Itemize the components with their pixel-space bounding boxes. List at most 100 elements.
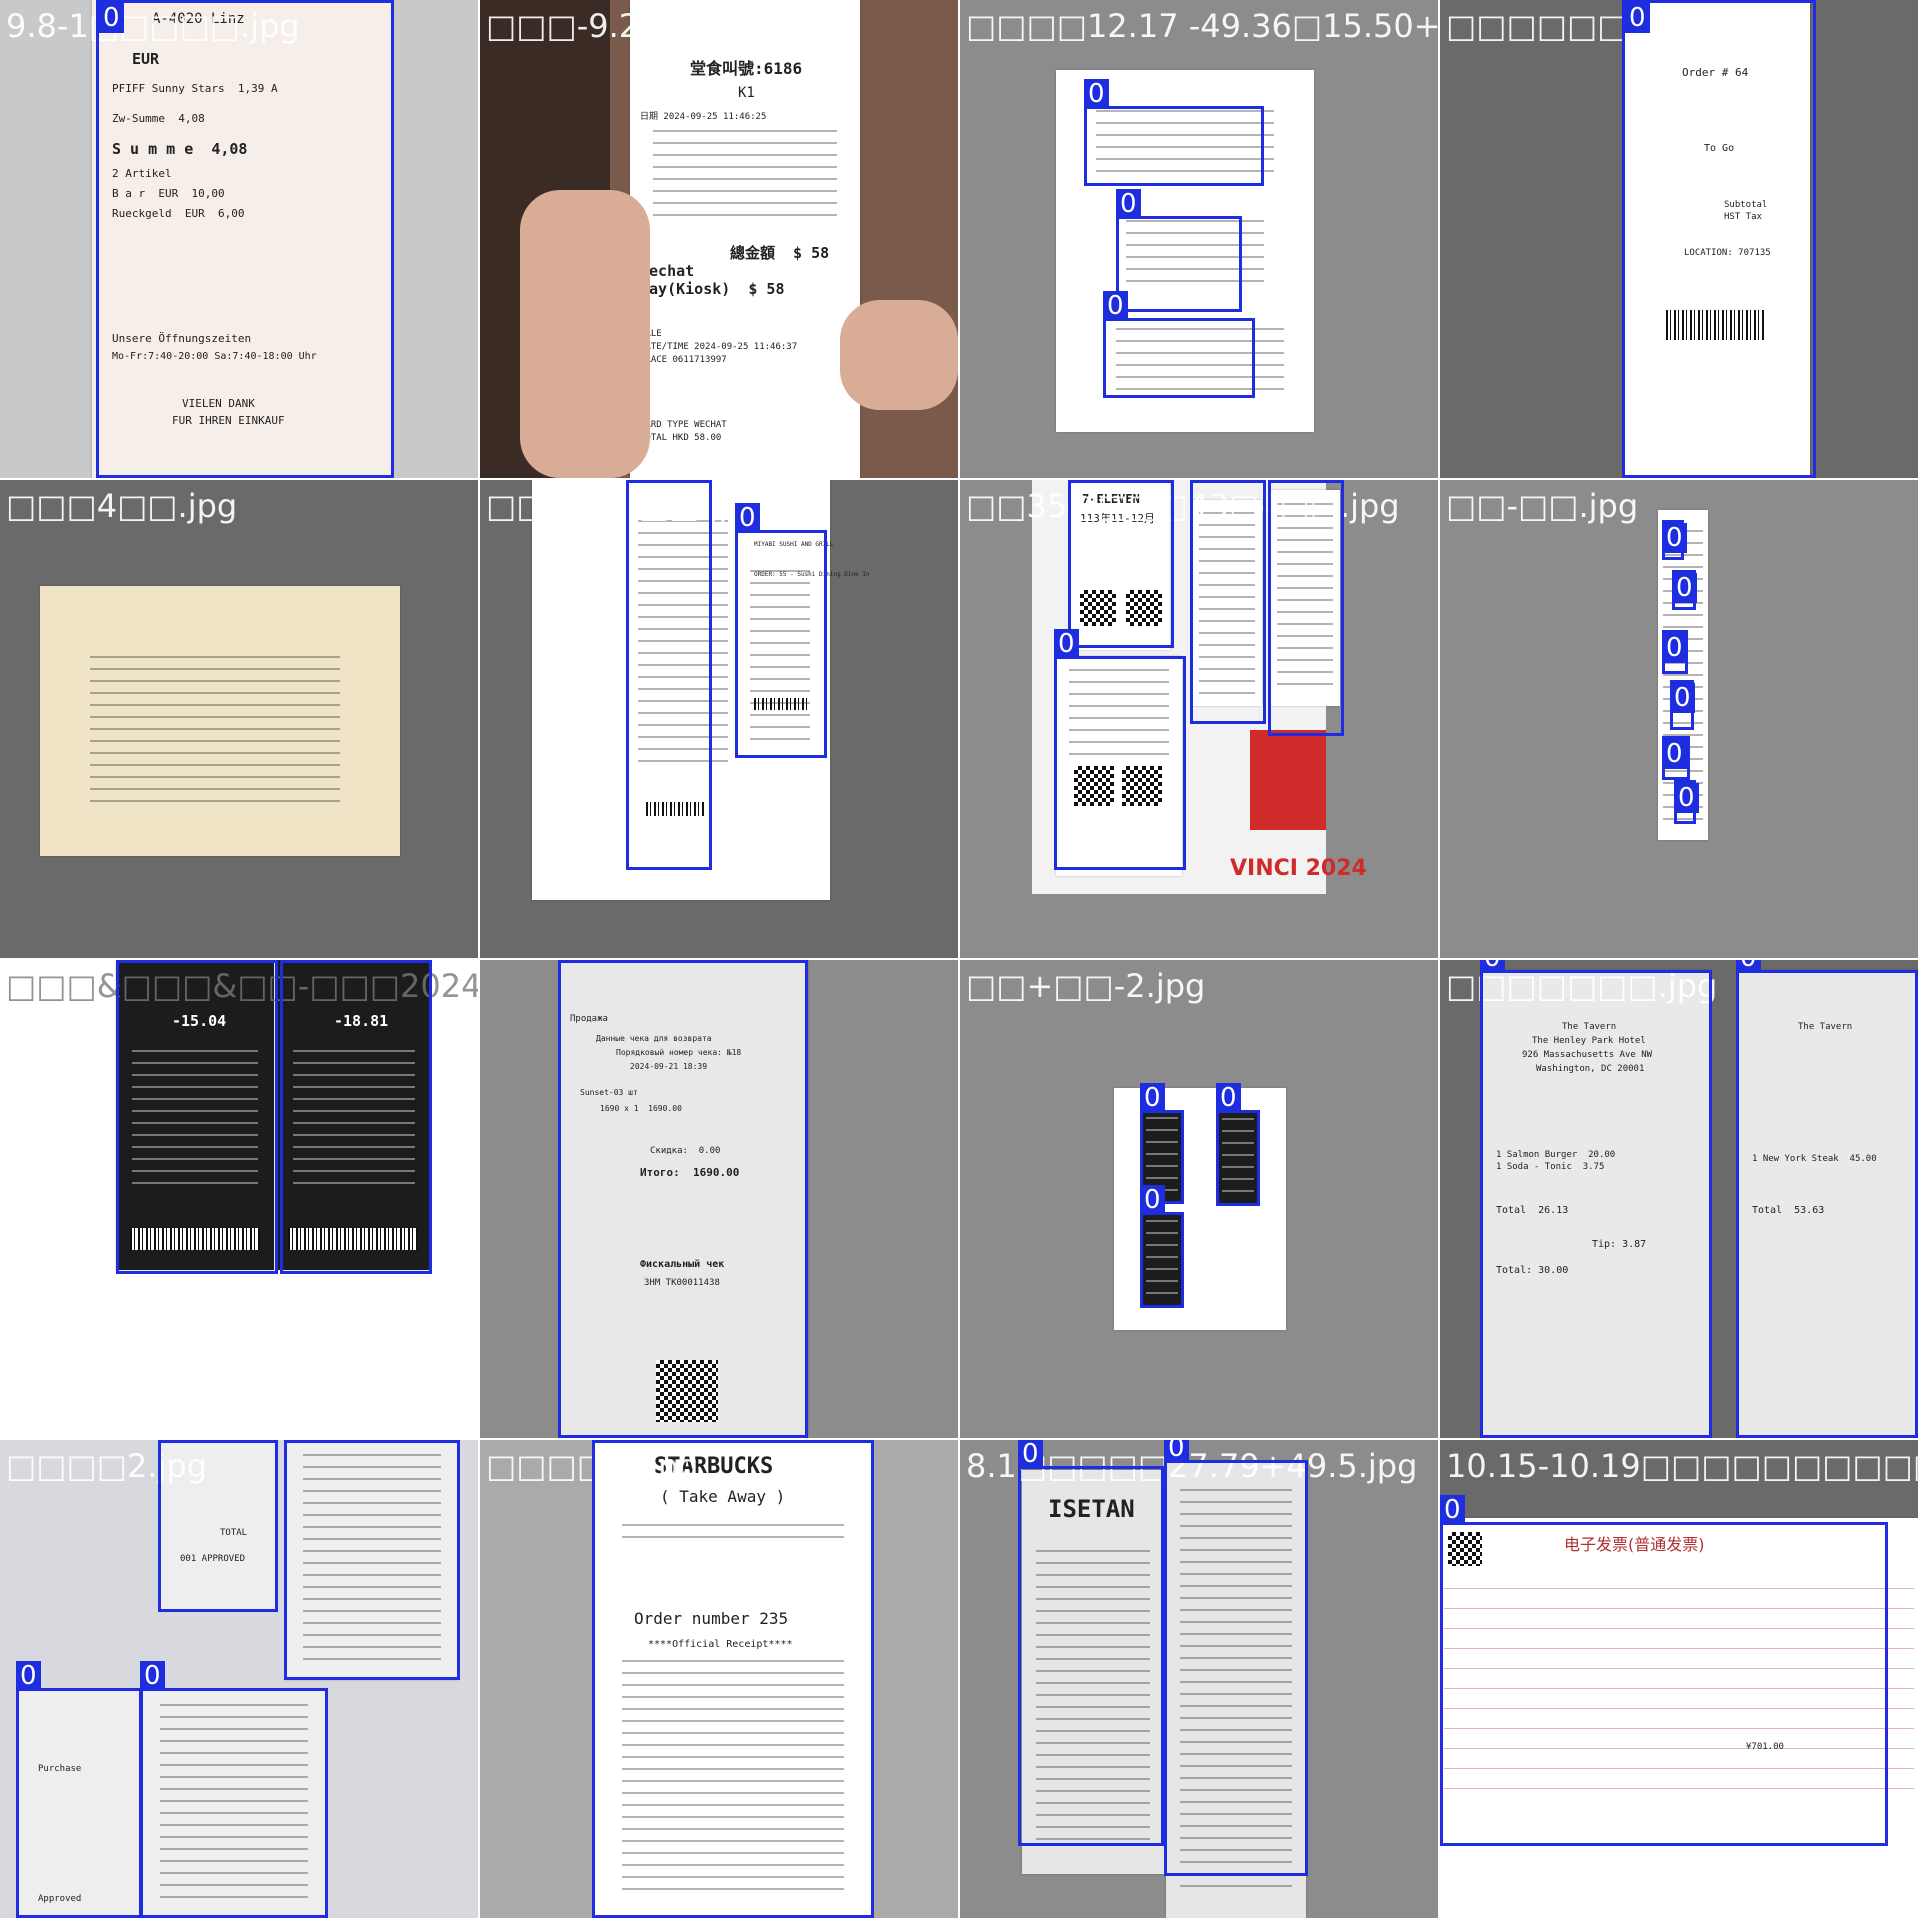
class-tag: 0 — [1216, 1083, 1241, 1113]
receipt-12a: The Tavern The Henley Park Hotel 926 Mas… — [1482, 970, 1710, 1438]
receipt-text: Фискальный чек — [640, 1259, 725, 1270]
detection-box: 0 — [1140, 1185, 1184, 1308]
detection-box: 0 — [284, 1440, 460, 1680]
receipt-text: SALE — [640, 329, 662, 339]
qr-code — [1126, 590, 1162, 626]
barcode — [646, 802, 706, 816]
receipt-text: Продажа — [570, 1014, 608, 1024]
receipt-text: Данные чека для возврата — [596, 1034, 712, 1043]
tile-3: □□□□12.17 -49.36□15.50+6.5+27.36 0 0 0 — [960, 0, 1438, 478]
receipt-text: STARBUCKS — [654, 1454, 774, 1479]
receipt-lines — [621, 1524, 845, 1538]
receipt-text: Total 53.63 — [1752, 1205, 1825, 1216]
receipt-7a: 7-ELEVEN 113年11-12月 — [1070, 480, 1170, 650]
receipt-11c — [1142, 1214, 1182, 1306]
tile-filename-label: □□□□□□.jpg 15.80 — [1446, 7, 1789, 45]
class-tag: 0 — [16, 1661, 41, 1691]
receipt-text: DATE/TIME 2024-09-25 11:46:37 — [640, 342, 798, 352]
receipt-text: Sunset-03 шт — [580, 1088, 638, 1097]
receipt-lines — [638, 520, 728, 770]
receipt-text: ISETAN — [1048, 1495, 1135, 1523]
tile-12: The Tavern The Henley Park Hotel 926 Mas… — [1440, 960, 1918, 1438]
class-tag: 0 — [284, 1440, 309, 1443]
scan-sheet — [1056, 70, 1314, 432]
detection-box: 0 — [1116, 189, 1242, 312]
receipt-text: 日期 2024-09-25 11:46:25 — [640, 112, 767, 122]
class-tag: 0 — [1736, 960, 1761, 973]
class-tag: 0 — [735, 503, 760, 533]
receipt-lines — [160, 1703, 308, 1905]
receipt-text: 2024-09-21 18:39 — [630, 1062, 708, 1071]
class-tag: 0 — [1662, 739, 1687, 769]
receipt-text: EUR — [132, 50, 160, 68]
receipt-text: 堂食叫號:6186 — [690, 59, 803, 78]
receipt-11a — [1142, 1112, 1182, 1202]
class-tag: 0 — [1674, 783, 1699, 813]
receipt-text: Total: 30.00 — [1496, 1265, 1569, 1276]
class-tag: 0 — [158, 1440, 183, 1443]
receipt-lines — [303, 1454, 441, 1666]
class-tag: 0 — [1625, 3, 1650, 33]
detection-box: 0 — [1622, 0, 1816, 478]
tile-10: Продажа Данные чека для возврата Порядко… — [480, 960, 958, 1438]
receipt-text: Pay(Kiosk) $ 58 — [640, 280, 785, 298]
tile-11: □□+□□-2.jpg 0 0 0 — [960, 960, 1438, 1438]
class-tag: 0 — [558, 960, 583, 963]
receipt-text: Скидка: 0.00 — [650, 1146, 721, 1156]
hand-photo — [520, 190, 650, 478]
receipt-15b — [1166, 1462, 1306, 1918]
receipt-text: Итого: 1690.00 — [640, 1166, 740, 1179]
receipt-11b — [1218, 1112, 1258, 1204]
receipt-7d — [1056, 656, 1182, 876]
tile-16: 电子发票(普通发票) ¥701.00 10.15-10.19□□□□□□□□□□… — [1440, 1440, 1918, 1918]
class-tag: 0 — [1268, 480, 1293, 483]
receipt-13a: TOTAL 001 APPROVED — [160, 1440, 276, 1610]
class-tag: 0 — [1068, 480, 1093, 483]
qr-code — [1080, 590, 1116, 626]
tile-8: □□-□□.jpg 0 0 0 0 0 0 — [1440, 480, 1918, 958]
receipt-9b: -18.81 — [278, 960, 430, 1270]
detection-box: 0 — [1662, 630, 1688, 674]
tile-1: A-4020 Linz EUR PFIFF Sunny Stars 1,39 A… — [0, 0, 478, 478]
receipt-text: Zw-Summe 4,08 — [112, 112, 205, 125]
tile-filename-label: □□□4□□.jpg — [6, 487, 238, 525]
receipt-text: A-4020 Linz — [152, 11, 245, 27]
receipt-13d — [142, 1690, 326, 1918]
class-tag: 0 — [1672, 573, 1697, 603]
detection-box: 0 — [96, 0, 394, 478]
receipt-13b — [286, 1440, 458, 1680]
detection-box: 0 — [1164, 1440, 1308, 1876]
receipt-text: To Go — [1704, 143, 1735, 154]
receipt-text: Tip: 3.87 — [1592, 1239, 1647, 1250]
receipt-lines — [1146, 1117, 1178, 1197]
detection-box: 0 — [1480, 960, 1712, 1438]
detection-box: 0 — [1736, 960, 1918, 1438]
detection-box: 0 — [1674, 780, 1699, 824]
qr-code — [656, 1360, 718, 1422]
receipt-1: A-4020 Linz EUR PFIFF Sunny Stars 1,39 A… — [92, 0, 392, 478]
receipt-4: Order # 64 To Go Subtotal HST Tax LOCATI… — [1624, 0, 1810, 478]
receipt-text: -15.04 — [172, 1012, 227, 1030]
receipt-text: 001 APPROVED — [180, 1554, 246, 1564]
receipt-text: ORDER: 55 - Sushi Dining Dine In — [754, 571, 870, 578]
tile-filename-label: 10.15-10.19□□□□□□□□□□□□□ — [1446, 1447, 1918, 1485]
class-tag: 0 — [1190, 480, 1215, 483]
receipt-text: TOTAL — [220, 1528, 248, 1538]
receipt-text: S u m m e 4,08 — [112, 140, 248, 158]
receipt-text: TOTAL HKD 58.00 — [640, 433, 722, 443]
receipt-lines — [1146, 1219, 1178, 1301]
receipt-7b — [1192, 500, 1262, 706]
detection-box: 0 — [1440, 1495, 1888, 1846]
detection-box: 0 — [735, 503, 827, 758]
class-tag: 0 — [116, 960, 141, 963]
receipt-lines — [1199, 512, 1255, 694]
receipt-text: Unsere Öffnungszeiten — [112, 332, 252, 345]
receipt-13c: Purchase Approved — [18, 1690, 140, 1918]
receipt-text: Order number 235 — [634, 1609, 789, 1628]
detection-box: 0 — [1054, 629, 1186, 870]
class-tag: 0 — [1116, 189, 1141, 219]
detection-box: 0 — [280, 960, 432, 1274]
class-tag: 0 — [1140, 1083, 1165, 1113]
barcode — [130, 1228, 260, 1250]
